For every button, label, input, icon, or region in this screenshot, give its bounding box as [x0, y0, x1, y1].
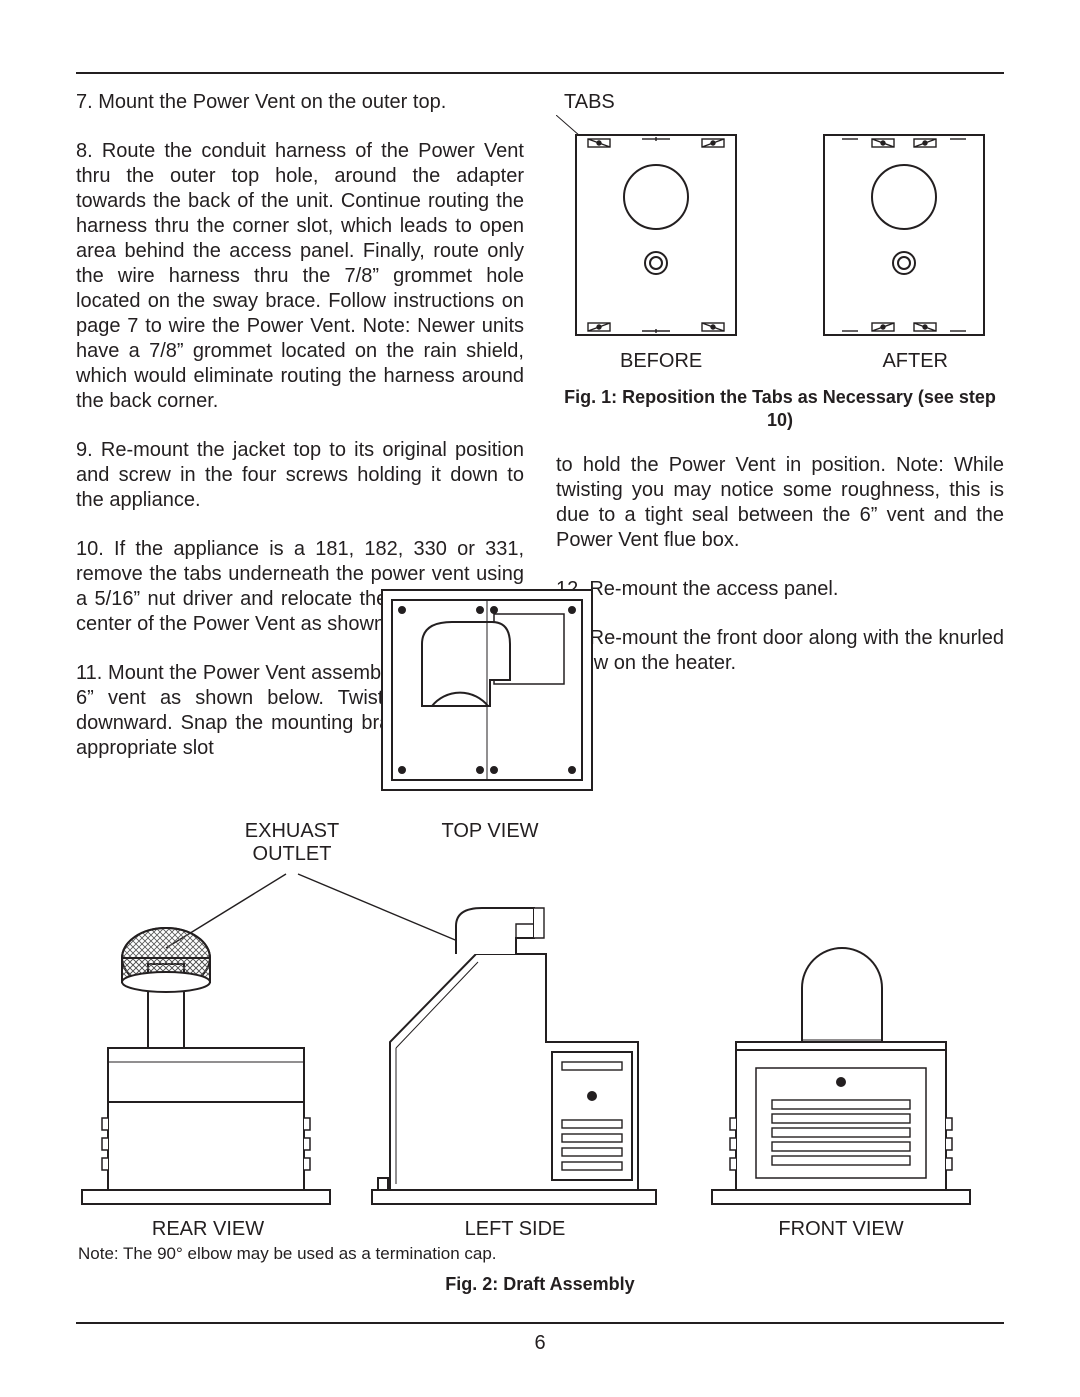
left-side-label: LEFT SIDE — [440, 1218, 590, 1241]
step-8: 8. Route the conduit harness of the Powe… — [76, 139, 524, 414]
figure-1-panels — [556, 115, 1004, 349]
step-7: 7. Mount the Power Vent on the outer top… — [76, 90, 524, 115]
figure-1-before — [556, 115, 756, 345]
fig2-left-side — [366, 902, 662, 1212]
front-view-label: FRONT VIEW — [756, 1218, 926, 1241]
after-label: AFTER — [882, 349, 948, 374]
figure-1-caption: Fig. 1: Reposition the Tabs as Necessary… — [556, 386, 1004, 431]
step-9: 9. Re-mount the jacket top to its origin… — [76, 438, 524, 513]
fig2-front-view — [706, 902, 976, 1212]
figure-1: BEFORE AFTER Fig. 1: Reposition the Tabs… — [556, 115, 1004, 431]
rear-view-label: REAR VIEW — [128, 1218, 288, 1241]
tabs-label: TABS — [564, 90, 1004, 115]
figure-2-caption: Fig. 2: Draft Assembly — [76, 1274, 1004, 1295]
top-rule — [76, 72, 1004, 74]
step-11-cont: to hold the Power Vent in position. Note… — [556, 453, 1004, 553]
fig2-rear-view — [76, 902, 336, 1212]
bottom-rule — [76, 1322, 1004, 1324]
figure-2: EXHUAST OUTLET TOP VIEW — [76, 584, 1004, 1324]
figure-1-labels: BEFORE AFTER — [556, 349, 1004, 374]
figure-2-note: Note: The 90° elbow may be used as a ter… — [78, 1244, 497, 1264]
figure-1-after — [804, 115, 1004, 345]
page: 7. Mount the Power Vent on the outer top… — [0, 0, 1080, 1397]
before-label: BEFORE — [620, 349, 702, 374]
page-number: 6 — [0, 1332, 1080, 1355]
